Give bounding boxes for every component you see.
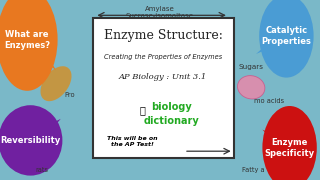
Text: Creating the Properties of Enzymes: Creating the Properties of Enzymes xyxy=(104,54,222,60)
Text: Enzyme
Specificity: Enzyme Specificity xyxy=(265,138,315,158)
Text: Fatty a: Fatty a xyxy=(242,167,264,173)
Polygon shape xyxy=(262,130,299,149)
Text: biology: biology xyxy=(151,102,192,112)
Text: Enzyme Structure:: Enzyme Structure: xyxy=(104,30,223,42)
Text: dictionary: dictionary xyxy=(143,116,199,127)
Text: Pro: Pro xyxy=(64,92,75,98)
Text: Catalytic
Properties: Catalytic Properties xyxy=(261,26,311,46)
Text: 🌱: 🌱 xyxy=(140,105,145,115)
Text: Reversibility: Reversibility xyxy=(0,136,60,145)
Ellipse shape xyxy=(40,66,72,101)
Ellipse shape xyxy=(237,76,265,99)
Text: mo acids: mo acids xyxy=(254,98,284,104)
FancyBboxPatch shape xyxy=(93,18,234,158)
Text: Amylase
Sucrase-isomaltase: Amylase Sucrase-isomaltase xyxy=(126,6,194,19)
Text: What are
Enzymes?: What are Enzymes? xyxy=(4,30,50,50)
Ellipse shape xyxy=(262,106,317,180)
Ellipse shape xyxy=(0,105,62,176)
Ellipse shape xyxy=(0,0,58,91)
Polygon shape xyxy=(20,119,61,142)
Text: This will be on
the AP Test!: This will be on the AP Test! xyxy=(108,136,158,147)
Polygon shape xyxy=(17,39,56,70)
Ellipse shape xyxy=(259,0,314,78)
Polygon shape xyxy=(106,133,159,150)
Text: Sugars: Sugars xyxy=(238,64,263,71)
Text: AP Biology : Unit 3.1: AP Biology : Unit 3.1 xyxy=(119,73,207,81)
Polygon shape xyxy=(256,35,295,54)
Text: rats: rats xyxy=(35,167,48,173)
